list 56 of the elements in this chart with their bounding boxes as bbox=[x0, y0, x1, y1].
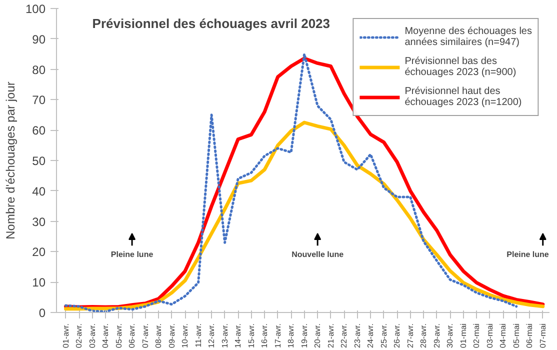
x-tick-label: 17-avr. bbox=[273, 323, 282, 348]
x-tick-label: 24-avr. bbox=[366, 323, 376, 348]
y-tick-label: 20 bbox=[32, 245, 46, 260]
y-tick-label: 90 bbox=[32, 32, 46, 46]
x-tick-label: 12-avr. bbox=[207, 323, 216, 348]
x-tick-label: 14-avr. bbox=[234, 323, 243, 348]
x-tick-label: 02-mai bbox=[472, 323, 482, 348]
x-tick-label: 02-avr. bbox=[74, 323, 84, 348]
x-tick-label: 30-avr. bbox=[446, 323, 455, 348]
x-tick-label: 03-avr. bbox=[88, 323, 97, 348]
x-tick-label: 08-avr. bbox=[154, 323, 164, 348]
x-tick-label: 05-mai bbox=[512, 323, 521, 348]
x-tick-label: 04-mai bbox=[498, 323, 508, 348]
x-tick-label: 16-avr. bbox=[260, 323, 270, 348]
x-tick-label: 18-avr. bbox=[286, 323, 296, 348]
y-tick-label: 0 bbox=[38, 306, 46, 320]
x-tick-label: 15-avr. bbox=[246, 323, 256, 348]
x-tick-label: 01-avr. bbox=[61, 323, 70, 348]
x-tick-label: 11-avr. bbox=[194, 323, 203, 348]
y-tick-label: 30 bbox=[32, 214, 46, 229]
text: Prévisionnel des échouages avril 2023 bbox=[92, 16, 330, 32]
x-tick-label: 22-avr. bbox=[340, 323, 349, 348]
x-tick-label: 27-avr. bbox=[406, 323, 415, 348]
x-tick-label: 25-avr. bbox=[379, 323, 388, 348]
x-tick-label: 20-avr. bbox=[313, 323, 322, 348]
x-tick-label: 07-mai bbox=[538, 323, 548, 348]
x-tick-label: 21-avr. bbox=[326, 323, 336, 348]
x-tick-label: 28-avr. bbox=[419, 323, 428, 348]
y-tick-label: 100 bbox=[25, 2, 46, 16]
x-tick-label: 13-avr. bbox=[220, 323, 230, 348]
legend-label: Moyenne des échouages les années similaires (n=947) bbox=[404, 25, 532, 49]
x-tick-label: 29-avr. bbox=[432, 323, 442, 348]
x-tick-label: 19-avr. bbox=[300, 323, 309, 348]
x-tick-label: 23-avr. bbox=[352, 323, 362, 348]
x-tick-label: 10-avr. bbox=[180, 323, 190, 348]
y-tick-label: 80 bbox=[32, 62, 46, 77]
x-tick-label: 01-mai bbox=[458, 323, 468, 348]
annotation: Pleine lune bbox=[506, 250, 550, 260]
legend-label: Prévisionnel haut des échouages 2023 (n=1200) bbox=[404, 85, 522, 109]
annotation: Pleine lune bbox=[110, 250, 154, 260]
annotation: Nouvelle lune bbox=[292, 250, 344, 260]
y-tick-label: 50 bbox=[32, 154, 46, 168]
legend-label: Prévisionnel bas des échouages 2023 (n=900) bbox=[404, 55, 516, 79]
x-tick-label: 09-avr. bbox=[167, 323, 176, 348]
x-tick-label: 06-avr. bbox=[128, 323, 137, 348]
x-tick-label: 26-avr. bbox=[392, 323, 402, 348]
x-tick-label: 07-avr. bbox=[140, 323, 150, 348]
y-axis-title: Nombre d'échouages par jour bbox=[3, 82, 18, 240]
y-tick-label: 70 bbox=[32, 93, 46, 108]
x-tick-label: 06-mai bbox=[525, 323, 534, 348]
y-tick-label: 60 bbox=[32, 124, 46, 138]
x-tick-label: 03-mai bbox=[485, 323, 494, 348]
y-tick-label: 10 bbox=[32, 276, 46, 290]
x-tick-label: 05-avr. bbox=[114, 323, 124, 348]
x-tick-label: 04-avr. bbox=[101, 323, 110, 348]
y-tick-label: 40 bbox=[32, 184, 46, 198]
